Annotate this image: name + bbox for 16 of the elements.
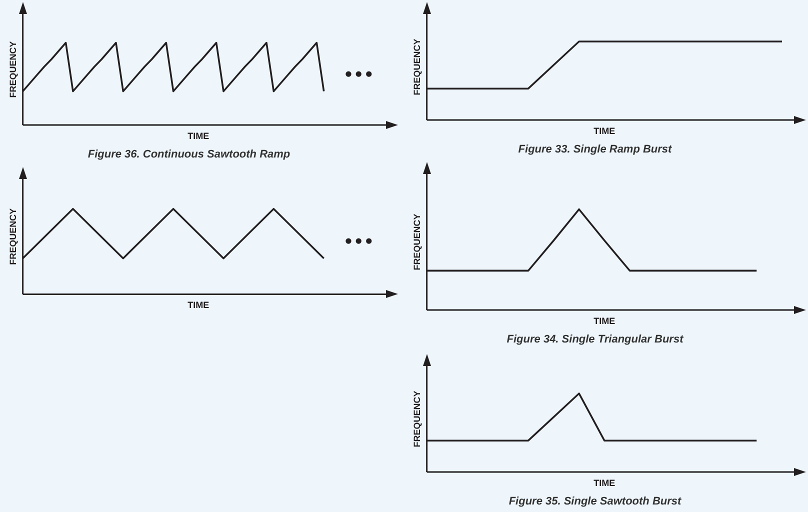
text: Figure 36. Continuous Sawtooth Ramp: [88, 148, 290, 160]
y-axis-title: FREQUENCY: [412, 38, 422, 96]
x-axis-title: TIME: [188, 130, 210, 141]
annotation: •••: [343, 232, 374, 252]
x-axis-title: TIME: [594, 316, 616, 326]
y-axis-title: FREQUENCY: [8, 208, 18, 265]
annotation: •••: [343, 64, 374, 84]
x-axis-title: TIME: [188, 300, 210, 310]
y-axis-title: FREQUENCY: [412, 390, 422, 448]
x-axis-title: TIME: [594, 478, 616, 488]
y-axis-title: FREQUENCY: [8, 41, 18, 98]
y-axis-title: FREQUENCY: [412, 214, 422, 270]
x-axis-title: TIME: [594, 126, 616, 136]
text: Figure 35. Single Sawtooth Burst: [508, 495, 683, 508]
text: Figure 33. Single Ramp Burst: [518, 143, 674, 156]
text: Figure 34. Single Triangular Burst: [506, 333, 685, 346]
